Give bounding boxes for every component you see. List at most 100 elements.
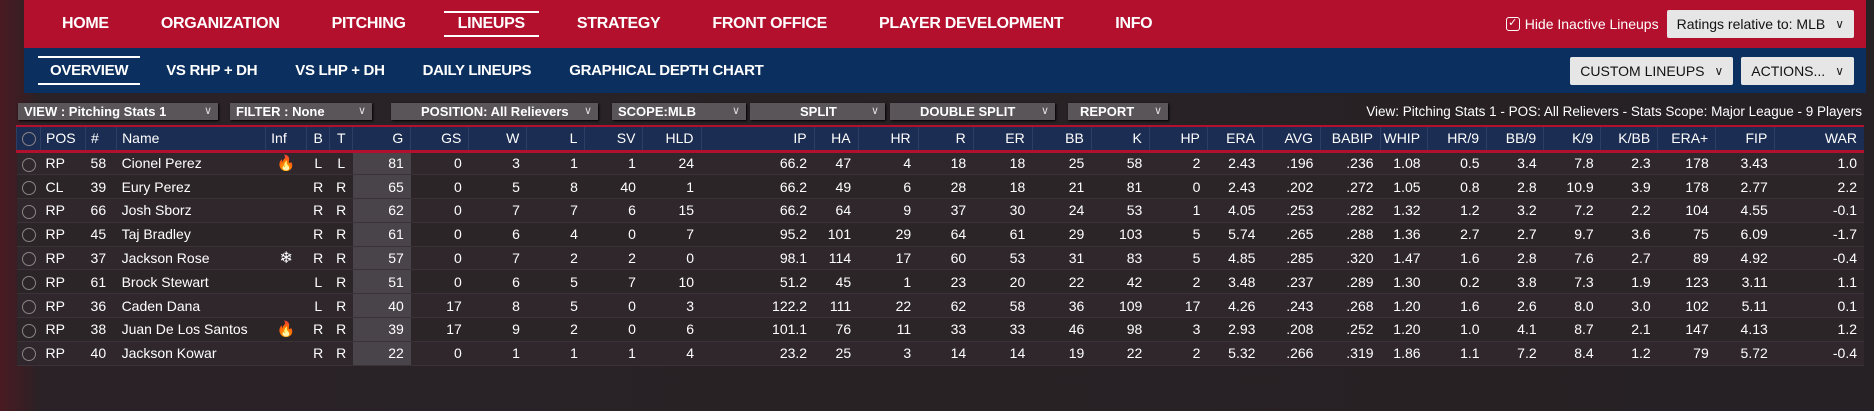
nav-lineups[interactable]: LINEUPS xyxy=(443,0,540,48)
column-header-fip[interactable]: FIP xyxy=(1715,126,1775,151)
column-header-l[interactable]: L xyxy=(526,126,585,151)
cell-era+: 104 xyxy=(1657,198,1716,223)
column-header-k-9[interactable]: K/9 xyxy=(1543,126,1601,151)
nav-organization[interactable]: ORGANIZATION xyxy=(160,15,280,32)
column-header-pos[interactable]: POS xyxy=(40,126,86,151)
column-header-k[interactable]: K xyxy=(1090,126,1150,151)
row-select-radio[interactable] xyxy=(16,174,41,200)
tab-overview[interactable]: OVERVIEW xyxy=(38,48,141,93)
column-header-g[interactable]: G xyxy=(352,126,411,151)
table-row[interactable]: RP 66 Josh Sborz R R 62 0 7 7 6 15 66.2 64 9 37 30 24 53 1… xyxy=(16,198,1864,223)
tab-graphical-depth-chart[interactable]: GRAPHICAL DEPTH CHART xyxy=(569,62,764,79)
custom-lineups-button[interactable]: CUSTOM LINEUPS ∨ xyxy=(1570,56,1734,85)
cell-l: 2 xyxy=(526,246,585,271)
column-header-hr[interactable]: HR xyxy=(857,126,919,151)
tab-vs-rhp-dh[interactable]: VS RHP + DH xyxy=(166,62,258,79)
tab-daily-lineups[interactable]: DAILY LINEUPS xyxy=(422,62,532,79)
select-all-radio[interactable] xyxy=(15,126,41,151)
player-name[interactable]: Caden Dana xyxy=(116,293,266,319)
table-row[interactable]: RP 37 Jackson Rose ❄ R R 57 0 7 2 2 0 98.1 114 17 60 53 3… xyxy=(16,246,1864,271)
column-header-ha[interactable]: HA xyxy=(813,126,859,151)
radio-icon xyxy=(21,347,36,362)
view-dropdown[interactable]: VIEW : Pitching Stats 1 ∨ xyxy=(18,103,218,120)
column-header--[interactable]: # xyxy=(85,126,117,151)
column-header-b[interactable]: B xyxy=(306,126,330,151)
table-row[interactable]: RP 36 Caden Dana L R 40 17 8 5 0 3 122.2 111 22 62 58 36… xyxy=(16,293,1864,319)
player-name[interactable]: Brock Stewart xyxy=(116,269,266,295)
row-select-radio[interactable] xyxy=(16,222,41,247)
column-header-gs[interactable]: GS xyxy=(410,126,469,151)
column-header-w[interactable]: W xyxy=(468,126,527,151)
nav-player-development[interactable]: PLAYER DEVELOPMENT xyxy=(879,15,1064,32)
column-header-hr-9[interactable]: HR/9 xyxy=(1427,126,1487,151)
split-dropdown[interactable]: SPLIT ∨ xyxy=(750,103,885,120)
hide-inactive-checkbox[interactable]: ✓ Hide Inactive Lineups xyxy=(1505,16,1659,32)
nav-strategy[interactable]: STRATEGY xyxy=(576,15,661,32)
column-header-war[interactable]: WAR xyxy=(1774,126,1864,151)
nav-info[interactable]: INFO xyxy=(1115,15,1153,32)
cell-whip: 1.20 xyxy=(1380,293,1428,319)
cell-er: 14 xyxy=(973,341,1033,366)
row-select-radio[interactable] xyxy=(16,317,41,342)
tab-vs-lhp-dh[interactable]: VS LHP + DH xyxy=(295,62,385,79)
cell-bb: 21 xyxy=(1032,174,1092,200)
column-header-name[interactable]: Name xyxy=(116,126,266,151)
cell-l: 1 xyxy=(526,341,585,366)
report-dropdown[interactable]: REPORT ∨ xyxy=(1068,103,1168,120)
column-header-hp[interactable]: HP xyxy=(1148,126,1208,151)
cell-gs: 0 xyxy=(410,174,469,200)
cell-babip: .268 xyxy=(1320,293,1381,319)
row-select-radio[interactable] xyxy=(16,246,41,271)
cell-hld: 6 xyxy=(642,317,702,342)
nav-front-office[interactable]: FRONT OFFICE xyxy=(712,15,828,32)
player-name[interactable]: Jackson Rose xyxy=(116,246,266,271)
player-name[interactable]: Josh Sborz xyxy=(116,198,266,223)
column-header-ip[interactable]: IP xyxy=(700,126,815,151)
radio-icon xyxy=(21,157,36,172)
cell-sv: 2 xyxy=(584,246,643,271)
table-row[interactable]: RP 40 Jackson Kowar R R 22 0 1 1 1 4 23.2 25 3 14 14 19 2… xyxy=(16,341,1864,366)
column-header-inf[interactable]: Inf xyxy=(265,126,307,151)
filter-dropdown[interactable]: FILTER : None ∨ xyxy=(230,103,372,120)
table-row[interactable]: RP 45 Taj Bradley R R 61 0 6 4 0 7 95.2 101 29 64 61 29 1… xyxy=(16,222,1864,247)
player-name[interactable]: Taj Bradley xyxy=(116,222,266,247)
row-select-radio[interactable] xyxy=(16,293,41,319)
column-header-k-bb[interactable]: K/BB xyxy=(1600,126,1658,151)
cell-hld: 10 xyxy=(642,269,702,295)
row-select-radio[interactable] xyxy=(16,269,41,295)
cell-r: 18 xyxy=(918,151,974,176)
column-header-bb[interactable]: BB xyxy=(1031,126,1092,151)
column-header-hld[interactable]: HLD xyxy=(642,126,702,151)
player-name[interactable]: Juan De Los Santos xyxy=(116,317,266,342)
column-header-babip[interactable]: BABIP xyxy=(1319,126,1381,151)
table-row[interactable]: CL 39 Eury Perez R R 65 0 5 8 40 1 66.2 49 6 28 18 21 81 0… xyxy=(16,174,1864,200)
column-header-sv[interactable]: SV xyxy=(584,126,643,151)
column-header-r[interactable]: R xyxy=(917,126,974,151)
row-select-radio[interactable] xyxy=(16,198,41,223)
row-select-radio[interactable] xyxy=(16,151,41,176)
table-header-row: POS # Name Inf B T G GS W L SV HLD IP HA HR R ER BB K HP ERA… xyxy=(15,126,1864,151)
player-name[interactable]: Jackson Kowar xyxy=(116,341,266,366)
column-header-er[interactable]: ER xyxy=(972,126,1033,151)
column-header-era[interactable]: ERA xyxy=(1206,126,1263,151)
column-header-whip[interactable]: WHIP xyxy=(1380,126,1428,151)
double-split-dropdown[interactable]: DOUBLE SPLIT ∨ xyxy=(890,103,1055,120)
nav-home[interactable]: HOME xyxy=(62,15,109,32)
column-header-t[interactable]: T xyxy=(329,126,353,151)
player-name[interactable]: Eury Perez xyxy=(116,174,266,200)
actions-button[interactable]: ACTIONS... ∨ xyxy=(1741,56,1854,85)
cell-pos: RP xyxy=(40,222,86,247)
column-header-avg[interactable]: AVG xyxy=(1261,126,1321,151)
player-name[interactable]: Cionel Perez xyxy=(116,151,266,176)
table-row[interactable]: RP 61 Brock Stewart L R 51 0 6 5 7 10 51.2 45 1 23 20 22… xyxy=(16,269,1864,295)
row-select-radio[interactable] xyxy=(16,341,41,366)
position-dropdown[interactable]: POSITION: All Relievers ∨ xyxy=(391,103,598,120)
nav-pitching[interactable]: PITCHING xyxy=(331,15,406,32)
scope-dropdown[interactable]: SCOPE:MLB ∨ xyxy=(612,103,746,120)
ratings-relative-dropdown[interactable]: Ratings relative to: MLB ∨ xyxy=(1666,10,1854,38)
column-header-bb-9[interactable]: BB/9 xyxy=(1486,126,1544,151)
cell-era: 2.43 xyxy=(1207,151,1263,176)
column-header-era+[interactable]: ERA+ xyxy=(1657,126,1716,151)
table-row[interactable]: RP 58 Cionel Perez 🔥 L L 81 0 3 1 1 24 66.2 47 4 18 18 25… xyxy=(16,151,1864,176)
table-row[interactable]: RP 38 Juan De Los Santos 🔥 R R 39 17 9 2 0 6 101.1 76… xyxy=(16,317,1864,342)
